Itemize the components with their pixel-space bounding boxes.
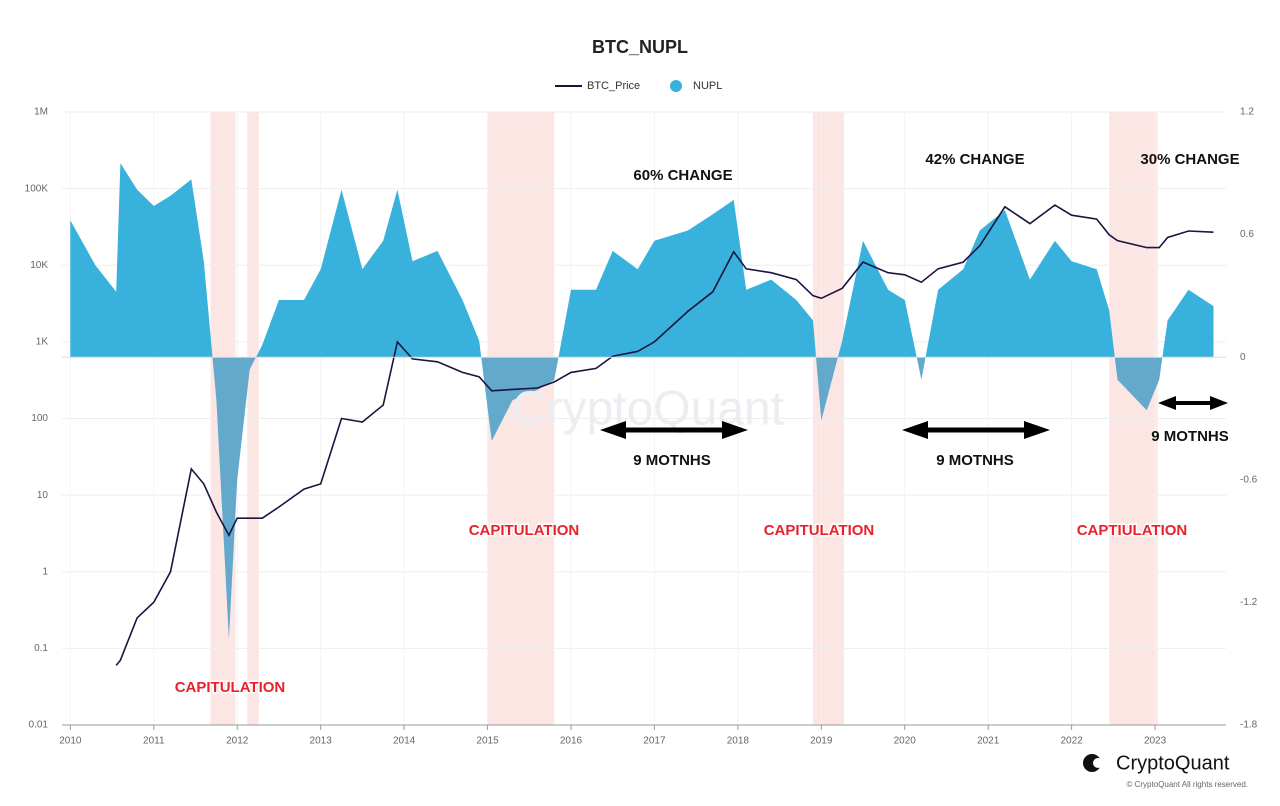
x-tick-label: 2023 [1144,736,1167,747]
annotation: 60% CHANGE [633,167,732,184]
x-tick-label: 2018 [727,736,750,747]
annotation: 9 MOTNHS [936,452,1014,469]
y-tick-label: 10 [37,490,49,501]
x-tick-label: 2019 [810,736,833,747]
plot: 0.01 0.1 1 10 100 1K 10K 100K 1M -1.8 -1.2 -0.6 0 0.6… [25,107,1258,747]
legend-label[interactable]: NUPL [693,80,722,92]
annotation: 9 MOTNHS [1151,428,1229,445]
y-tick-label: 100 [31,413,48,424]
annotation: 9 MOTNHS [633,452,711,469]
x-tick-label: 2020 [894,736,917,747]
price-line [115,204,1214,666]
copyright: © CryptoQuant All rights reserved. [1127,780,1249,789]
legend-dot [670,80,682,92]
brand: CryptoQuant [1116,752,1230,774]
y2-tick-label: 1.2 [1240,107,1254,118]
y-tick-label: 100K [25,183,49,194]
y2-tick-label: -1.8 [1240,720,1258,731]
chart-title: BTC_NUPL [592,37,688,57]
x-tick-label: 2021 [977,736,1000,747]
legend-label[interactable]: BTC_Price [587,80,640,92]
y-tick-label: 0.01 [29,720,49,731]
x-tick-label: 2022 [1061,736,1084,747]
x-tick-label: 2017 [643,736,666,747]
y-tick-label: 1 [42,566,48,577]
annotation: 42% CHANGE [925,151,1024,168]
brand-logo: CryptoQuant © CryptoQuant All rights res… [1083,752,1248,789]
x-tick-label: 2012 [226,736,249,747]
y2-tick-label: 0 [1240,352,1246,363]
legend: BTC_Price NUPL [555,80,722,92]
y2-tick-label: 0.6 [1240,229,1254,240]
nupl-area [70,163,1214,640]
x-tick-label: 2014 [393,736,416,747]
capitulation-label: CAPITULATION [764,522,875,539]
annotation: 30% CHANGE [1140,151,1239,168]
x-tick-label: 2010 [59,736,82,747]
y-tick-label: 10K [30,260,48,271]
x-tick-label: 2016 [560,736,583,747]
y-tick-label: 0.1 [34,643,48,654]
capitulation-label: CAPITULATION [175,679,286,696]
x-tick-label: 2011 [143,736,165,747]
capitulation-label: CAPTIULATION [1077,522,1188,539]
x-tick-label: 2015 [476,736,499,747]
x-tick-label: 2013 [310,736,333,747]
y2-tick-label: -0.6 [1240,474,1258,485]
y-tick-label: 1K [36,337,49,348]
capitulation-label: CAPITULATION [469,522,580,539]
arrows [600,396,1228,439]
y-tick-label: 1M [34,107,48,118]
y2-tick-label: -1.2 [1240,597,1258,608]
